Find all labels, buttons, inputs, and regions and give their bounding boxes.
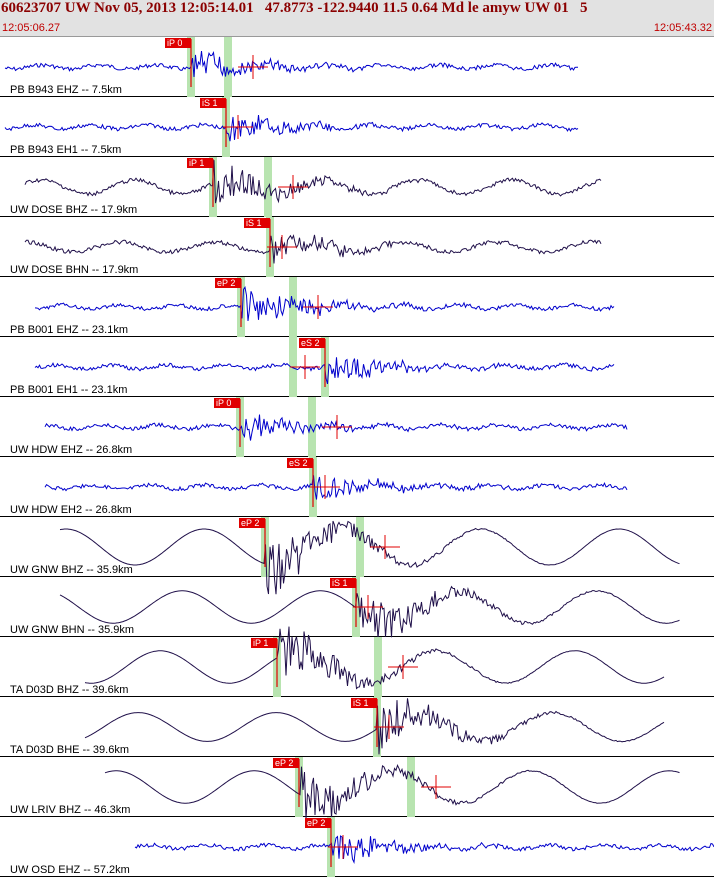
waveform-trace <box>84 626 665 690</box>
s-window <box>308 397 316 457</box>
channel-label: UW HDW EHZ -- 26.8km <box>10 444 132 456</box>
pick-tag[interactable] <box>214 398 240 408</box>
event-title: 60623707 UW Nov 05, 2013 12:05:14.01 47.… <box>1 0 588 16</box>
channel-label: UW GNW BHZ -- 35.9km <box>10 564 133 576</box>
pick-tag-label: eP 2 <box>217 278 235 288</box>
pick-tag-label: iP 1 <box>189 158 204 168</box>
waveform-trace <box>44 475 628 500</box>
pick-tag[interactable] <box>287 458 313 468</box>
pick-tag[interactable] <box>215 278 241 288</box>
waveform-trace <box>44 414 628 441</box>
channel-label: PB B943 EHZ -- 7.5km <box>10 84 122 96</box>
pick-tag[interactable] <box>330 578 356 588</box>
waveform-trace <box>134 835 714 864</box>
channel-label: UW DOSE BHZ -- 17.9km <box>10 204 137 216</box>
channel-label: PB B943 EH1 -- 7.5km <box>10 144 121 156</box>
channel-label: PB B001 EHZ -- 23.1km <box>10 324 128 336</box>
s-window <box>407 757 415 817</box>
waveform-trace <box>24 234 602 264</box>
time-end-label: 12:05:43.32 <box>653 22 712 34</box>
s-window <box>289 277 297 337</box>
pick-tag-label: iP 1 <box>253 638 268 648</box>
waveform-trace <box>59 585 680 640</box>
waveform-trace <box>104 764 680 820</box>
pick-tag-label: eP 2 <box>307 818 325 828</box>
s-window <box>374 637 382 697</box>
pick-tag-label: eP 2 <box>275 758 293 768</box>
s-window <box>224 37 232 97</box>
waveform-trace <box>84 698 665 755</box>
pick-tag-label: iS 1 <box>332 578 348 588</box>
pick-tag-label: iS 1 <box>353 698 369 708</box>
waveform-trace <box>59 520 680 595</box>
channel-label: TA D03D BHE -- 39.6km <box>10 744 129 756</box>
pick-tag[interactable] <box>305 818 331 828</box>
channel-label: UW OSD EHZ -- 57.2km <box>10 864 130 876</box>
pick-tag[interactable] <box>187 158 213 168</box>
pick-tag[interactable] <box>351 698 377 708</box>
pick-tag-label: eP 2 <box>241 518 259 528</box>
pick-tag-label: iP 0 <box>216 398 231 408</box>
event-header: 60623707 UW Nov 05, 2013 12:05:14.01 47.… <box>0 0 714 37</box>
pick-tag-label: eS 2 <box>301 338 320 348</box>
time-start-label: 12:05:06.27 <box>2 22 61 34</box>
pick-tag[interactable] <box>200 98 226 108</box>
pick-tag-label: iS 1 <box>202 98 218 108</box>
channel-label: UW HDW EH2 -- 26.8km <box>10 504 132 516</box>
pick-tag[interactable] <box>244 218 270 228</box>
waveform-trace <box>4 50 578 78</box>
channel-label: UW GNW BHN -- 35.9km <box>10 624 134 636</box>
seismogram-panel[interactable]: iP 0 PB B943 EHZ -- 7.5km iS 1 PB B943 EH1 … <box>0 37 714 878</box>
pick-tag-label: eS 2 <box>289 458 308 468</box>
channel-label: TA D03D BHZ -- 39.6km <box>10 684 128 696</box>
pick-tag[interactable] <box>273 758 299 768</box>
channel-label: UW LRIV BHZ -- 46.3km <box>10 804 130 816</box>
waveform-trace <box>24 160 602 204</box>
waveform-trace <box>4 114 579 142</box>
pick-tag[interactable] <box>299 338 325 348</box>
pick-tag-label: iP 0 <box>167 38 182 48</box>
s-window <box>356 517 364 577</box>
waveform-trace <box>34 286 615 322</box>
channel-label: UW DOSE BHN -- 17.9km <box>10 264 138 276</box>
pick-tag[interactable] <box>251 638 277 648</box>
pick-tag[interactable] <box>239 518 265 528</box>
pick-tag-label: iS 1 <box>246 218 262 228</box>
pick-tag[interactable] <box>165 38 191 48</box>
channel-label: PB B001 EH1 -- 23.1km <box>10 384 127 396</box>
